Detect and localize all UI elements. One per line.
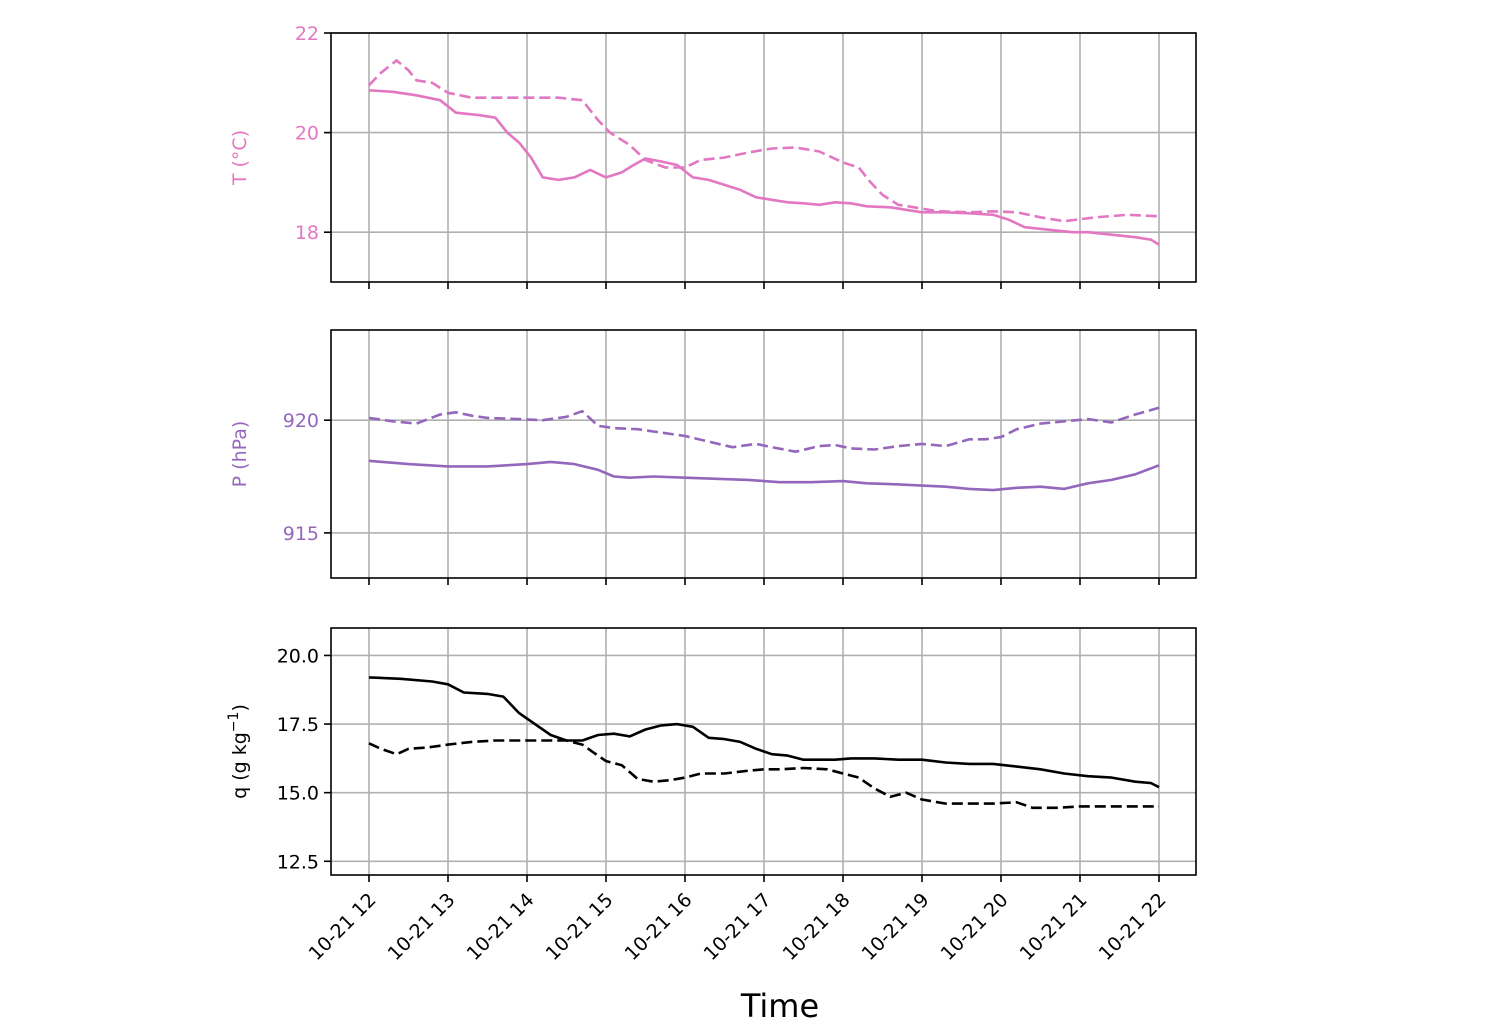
x-tick-label: 10-21 14 xyxy=(463,889,539,965)
y-axis-label-pressure: P (hPa) xyxy=(229,421,251,488)
panel-pressure: 915 920 P (hPa) xyxy=(229,329,1197,585)
panel-humidity: 12.5 15.0 17.5 20.0 q (g kg−1) xyxy=(226,627,1197,882)
temperature-series-solid xyxy=(368,89,1160,246)
x-tick-label: 10-21 15 xyxy=(542,889,618,965)
x-tick-label: 10-21 17 xyxy=(700,889,776,965)
y-tick-label: 15.0 xyxy=(277,783,319,805)
x-tick-label: 10-21 20 xyxy=(937,889,1013,965)
grid-pressure xyxy=(331,330,1196,578)
x-tick-label: 10-21 13 xyxy=(384,889,460,965)
x-tick-label: 10-21 21 xyxy=(1016,889,1092,965)
y-tick-label: 18 xyxy=(295,222,319,244)
grid-humidity xyxy=(331,628,1196,875)
x-tick-label: 10-21 18 xyxy=(779,889,855,965)
panels: 18 20 22 T (°C) 915 920 P (hPa) 12.5 15.0 17.5 20.… xyxy=(226,23,1197,965)
humidity-series-solid xyxy=(368,676,1160,789)
x-tick-label: 10-21 19 xyxy=(858,889,934,965)
x-tick-label: 10-21 22 xyxy=(1095,889,1171,965)
y-axis-label-temperature: T (°C) xyxy=(229,130,251,186)
panel-temperature: 18 20 22 T (°C) xyxy=(229,23,1197,289)
pressure-series-solid xyxy=(368,459,1160,492)
y-tick-label: 12.5 xyxy=(277,851,319,873)
x-tick-label: 10-21 12 xyxy=(305,889,381,965)
x-axis-label: Time xyxy=(740,987,819,1025)
y-tick-label: 915 xyxy=(283,523,319,545)
y-tick-label: 20 xyxy=(295,123,319,145)
grid-temperature xyxy=(331,32,1196,282)
y-tick-label: 17.5 xyxy=(277,714,319,736)
y-tick-label: 20.0 xyxy=(277,645,319,667)
y-axis-label-humidity: q (g kg−1) xyxy=(226,704,251,799)
x-tick-label: 10-21 16 xyxy=(621,889,697,965)
temperature-series-dashed xyxy=(368,59,1160,223)
y-tick-label: 22 xyxy=(295,23,319,45)
pressure-series-dashed xyxy=(368,406,1160,454)
y-tick-label: 920 xyxy=(283,410,319,432)
